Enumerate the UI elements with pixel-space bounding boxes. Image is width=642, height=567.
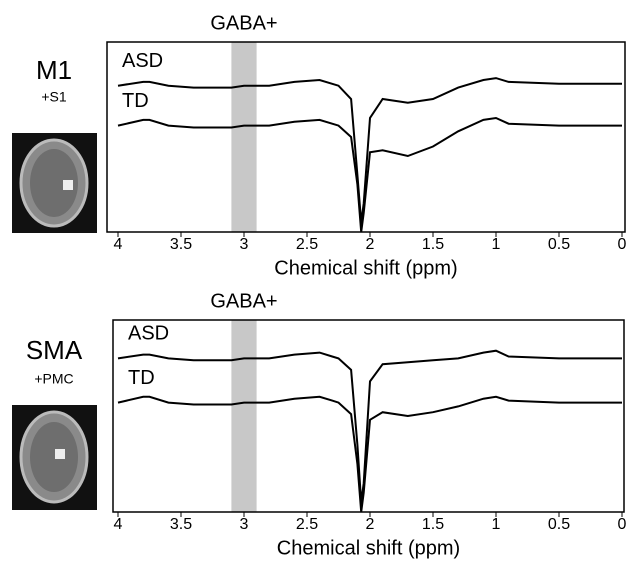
series-label: ASD: [128, 323, 169, 345]
plot-frame: [112, 319, 625, 513]
x-tick-label: 3.5: [170, 236, 192, 253]
region-sublabel: +S1: [41, 89, 67, 105]
brain-image: [12, 405, 97, 510]
region-sublabel: +PMC: [34, 371, 73, 387]
x-tick-label: 2.5: [296, 236, 318, 253]
x-tick-label: 1.5: [422, 516, 444, 533]
x-tick-label: 0: [618, 236, 627, 253]
x-tick-label: 3: [240, 516, 249, 533]
x-axis-label: Chemical shift (ppm): [277, 537, 460, 559]
x-tick-label: 1: [492, 236, 501, 253]
annotation: GABA+: [210, 290, 277, 312]
brain-image: [12, 133, 97, 233]
x-tick-label: 3.5: [170, 516, 192, 533]
spectrum-line: [117, 395, 622, 513]
x-tick-label: 4: [114, 516, 123, 533]
gaba-band: [231, 320, 257, 512]
plot-frame: [106, 41, 626, 233]
x-tick-label: 1.5: [422, 236, 444, 253]
x-tick-label: 2.5: [296, 516, 318, 533]
x-tick-label: 2: [366, 516, 375, 533]
series-label: ASD: [122, 50, 163, 72]
x-tick-label: 1: [492, 516, 501, 533]
series-label: TD: [122, 90, 149, 112]
x-axis-label: Chemical shift (ppm): [274, 257, 457, 279]
x-tick-label: 2: [366, 236, 375, 253]
x-tick-label: 0.5: [548, 516, 570, 533]
region-label: SMA: [26, 335, 83, 365]
annotation: GABA+: [210, 12, 277, 34]
x-tick-label: 4: [114, 236, 123, 253]
x-tick-label: 0: [618, 516, 627, 533]
series-label: TD: [128, 367, 155, 389]
spectrum-line: [117, 116, 622, 233]
x-tick-label: 0.5: [548, 236, 570, 253]
gaba-band: [231, 42, 257, 232]
region-label: M1: [36, 55, 72, 85]
x-tick-label: 3: [240, 236, 249, 253]
spectrum-line: [117, 349, 622, 503]
spectrum-line: [117, 77, 622, 223]
